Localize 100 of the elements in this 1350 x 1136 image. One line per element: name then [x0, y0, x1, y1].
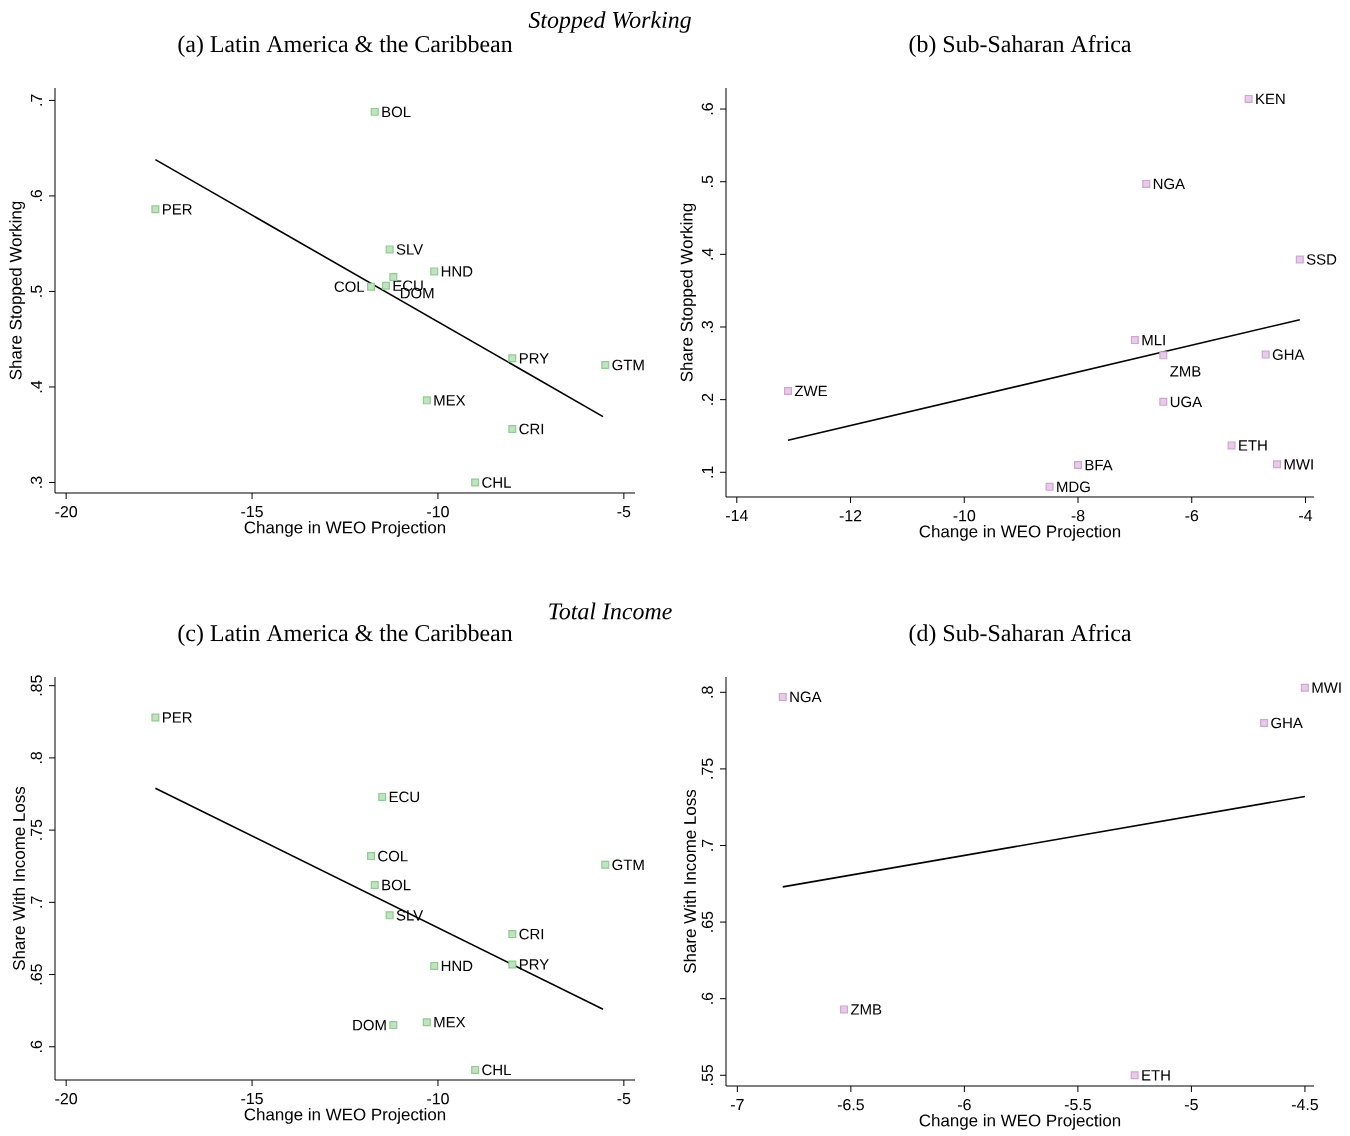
- annotation: SSD: [1306, 253, 1337, 265]
- y-tick-label: .3: [30, 476, 42, 488]
- point: [1260, 718, 1269, 727]
- point: [1273, 460, 1282, 469]
- x-tick-label: -15: [241, 505, 263, 517]
- point: [381, 281, 390, 290]
- y-axis-title: Share With Income Loss: [12, 786, 25, 970]
- x-axis-title: Change in WEO Projection: [919, 524, 1121, 541]
- point: [778, 692, 787, 701]
- annotation: BOL: [382, 879, 411, 891]
- annotation: ZWE: [794, 385, 827, 396]
- point: [601, 860, 610, 869]
- point: [430, 267, 439, 276]
- x-tick-label: -6: [958, 1098, 971, 1111]
- point: [471, 478, 480, 487]
- x-tick-label: -5: [617, 505, 631, 517]
- point: [385, 245, 394, 254]
- point: [1300, 683, 1309, 692]
- point: [508, 354, 517, 363]
- x-tick-label: -14: [726, 509, 748, 521]
- point: [1159, 397, 1168, 406]
- annotation: HND: [441, 266, 473, 277]
- annotation: ZMB: [850, 1004, 882, 1015]
- point: [508, 960, 517, 969]
- annotation: COL: [378, 850, 408, 862]
- annotation: PER: [163, 203, 192, 215]
- y-tick-label: .7: [702, 839, 713, 851]
- point: [1130, 1071, 1139, 1080]
- y-tick-label: .8: [30, 751, 42, 763]
- y-tick-label: .4: [702, 247, 713, 260]
- annotation: NGA: [790, 691, 822, 702]
- x-tick-label: -6: [1185, 509, 1199, 522]
- x-tick-label: -5.5: [1064, 1098, 1091, 1110]
- point: [1159, 351, 1168, 360]
- point: [370, 107, 379, 116]
- y-tick-label: .85: [30, 675, 42, 696]
- x-tick-label: -8: [1071, 509, 1085, 522]
- point: [508, 424, 517, 433]
- point: [385, 911, 394, 920]
- point: [1045, 482, 1054, 491]
- x-axis-title: Change in WEO Projection: [244, 520, 446, 537]
- y-tick-label: .3: [701, 320, 713, 332]
- annotation: MWI: [1284, 458, 1313, 470]
- y-tick-label: .2: [701, 393, 713, 405]
- y-tick-label: .6: [701, 102, 713, 115]
- point: [1295, 255, 1304, 264]
- x-axis-title: Change in WEO Projection: [244, 1107, 446, 1124]
- point: [1244, 94, 1253, 103]
- point: [389, 1020, 398, 1029]
- annotation: BOL: [382, 106, 411, 117]
- point: [840, 1005, 849, 1014]
- annotation: MDG: [1057, 481, 1090, 492]
- y-tick-label: .5: [701, 175, 713, 187]
- text: Total Income: [549, 602, 672, 620]
- y-tick-label: .6: [30, 189, 42, 201]
- point: [471, 1065, 480, 1074]
- point: [151, 713, 160, 722]
- annotation: PRY: [519, 959, 549, 970]
- point: [1142, 179, 1151, 188]
- annotation: SLV: [396, 243, 424, 255]
- y-tick-label: .4: [30, 380, 42, 392]
- annotation: CHL: [482, 476, 511, 488]
- annotation: BFA: [1085, 459, 1113, 470]
- annotation: GTM: [612, 859, 644, 870]
- chart-title: (b) Sub-Saharan Africa: [909, 34, 1132, 57]
- annotation: COL: [334, 281, 365, 292]
- annotation: GHA: [1272, 349, 1305, 360]
- y-tick-label: .65: [30, 963, 42, 984]
- point: [1130, 335, 1139, 344]
- x-tick-label: -7: [730, 1098, 744, 1110]
- annotation: ECU: [389, 791, 419, 802]
- annotation: ETH: [1239, 440, 1267, 451]
- point: [430, 961, 439, 970]
- x-tick-label: -20: [55, 1092, 78, 1105]
- y-tick-label: .6: [701, 992, 713, 1004]
- chart-title: (a) Latin America & the Caribbean: [178, 35, 513, 57]
- y-tick-label: .6: [30, 1040, 42, 1052]
- annotation: ZMB: [1170, 365, 1201, 377]
- annotation: CHL: [482, 1064, 511, 1075]
- point: [783, 386, 792, 395]
- point: [422, 1018, 431, 1026]
- annotation: CRI: [519, 928, 544, 940]
- x-tick-label: -4.5: [1291, 1098, 1318, 1110]
- point: [151, 205, 160, 214]
- point: [508, 929, 517, 938]
- y-tick-label: .1: [702, 466, 713, 478]
- point: [1261, 350, 1270, 359]
- point: [1227, 441, 1236, 450]
- x-tick-label: -4: [1299, 509, 1313, 521]
- y-tick-label: .8: [701, 686, 713, 698]
- y-tick-label: .7: [30, 94, 42, 106]
- chart-title: (c) Latin America & the Caribbean: [178, 624, 513, 646]
- x-axis-title: Change in WEO Projection: [919, 1113, 1121, 1130]
- y-tick-label: .75: [701, 758, 713, 779]
- x-tick-label: -5: [617, 1092, 631, 1104]
- point: [601, 360, 610, 369]
- y-axis-title: Share Stopped Working: [680, 203, 696, 382]
- annotation: NGA: [1153, 178, 1186, 189]
- x-tick-label: -6.5: [837, 1098, 864, 1111]
- y-axis-title: Share With Income Loss: [683, 789, 696, 973]
